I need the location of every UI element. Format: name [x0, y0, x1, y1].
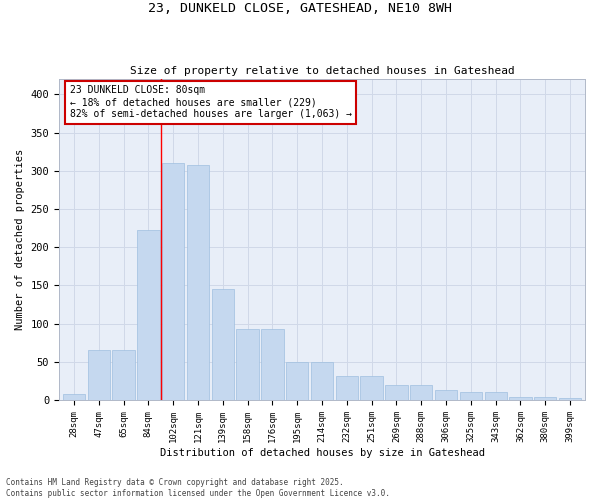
Bar	[485, 392, 507, 400]
Text: 23, DUNKELD CLOSE, GATESHEAD, NE10 8WH: 23, DUNKELD CLOSE, GATESHEAD, NE10 8WH	[148, 2, 452, 16]
Bar	[162, 163, 184, 400]
Bar	[212, 289, 234, 400]
Title: Size of property relative to detached houses in Gateshead: Size of property relative to detached ho…	[130, 66, 514, 76]
Bar	[88, 350, 110, 400]
Bar	[361, 376, 383, 400]
Bar	[509, 397, 532, 400]
Bar	[460, 392, 482, 400]
Bar	[137, 230, 160, 400]
X-axis label: Distribution of detached houses by size in Gateshead: Distribution of detached houses by size …	[160, 448, 485, 458]
Bar	[112, 350, 134, 400]
Bar	[559, 398, 581, 400]
Bar	[335, 376, 358, 400]
Bar	[187, 164, 209, 400]
Bar	[385, 384, 407, 400]
Text: Contains HM Land Registry data © Crown copyright and database right 2025.
Contai: Contains HM Land Registry data © Crown c…	[6, 478, 390, 498]
Text: 23 DUNKELD CLOSE: 80sqm
← 18% of detached houses are smaller (229)
82% of semi-d: 23 DUNKELD CLOSE: 80sqm ← 18% of detache…	[70, 86, 352, 118]
Bar	[261, 329, 284, 400]
Bar	[410, 384, 433, 400]
Bar	[435, 390, 457, 400]
Bar	[311, 362, 333, 400]
Bar	[286, 362, 308, 400]
Bar	[63, 394, 85, 400]
Bar	[236, 329, 259, 400]
Bar	[534, 397, 556, 400]
Y-axis label: Number of detached properties: Number of detached properties	[15, 149, 25, 330]
